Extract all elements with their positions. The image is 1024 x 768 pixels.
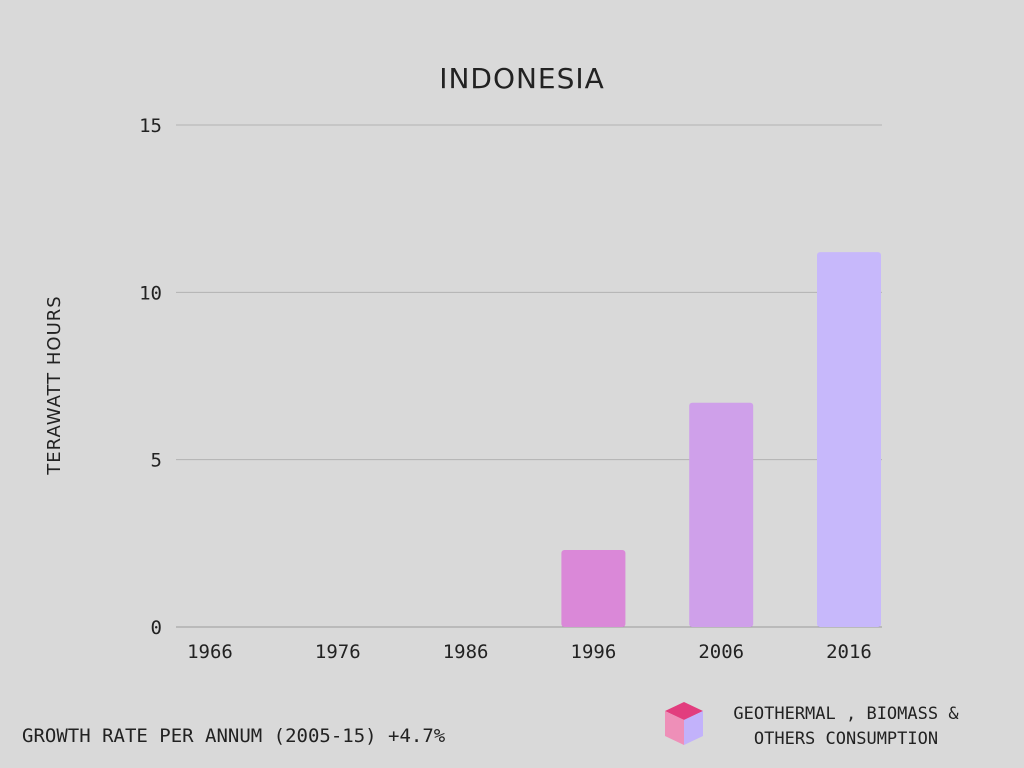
x-tick-label: 2006 <box>698 641 744 663</box>
cube-left-face <box>665 711 684 745</box>
x-tick-label: 1986 <box>443 641 489 663</box>
x-tick-label: 1966 <box>187 641 233 663</box>
bar-2016 <box>817 252 881 627</box>
gridlines <box>176 124 882 628</box>
bars <box>561 252 881 627</box>
x-tick-label: 1976 <box>315 641 361 663</box>
y-tick-labels: 0 5 10 15 <box>139 115 162 639</box>
y-tick-label: 5 <box>151 450 162 472</box>
x-tick-label: 2016 <box>826 641 872 663</box>
cube-icon <box>665 702 703 745</box>
y-tick-label: 0 <box>151 617 162 639</box>
y-tick-label: 15 <box>139 115 162 137</box>
y-tick-label: 10 <box>139 282 162 304</box>
legend-label-line1: GEOTHERMAL , BIOMASS & <box>733 704 959 724</box>
bar-2006 <box>689 402 754 627</box>
y-axis-label: TERAWATT HOURS <box>44 295 65 475</box>
x-tick-label: 1996 <box>571 641 617 663</box>
x-tick-labels: 1966 1976 1986 1996 2006 2016 <box>187 641 872 663</box>
chart-title: INDONESIA <box>439 62 605 95</box>
growth-rate-text: GROWTH RATE PER ANNUM (2005-15) +4.7% <box>22 725 446 747</box>
legend: GEOTHERMAL , BIOMASS & OTHERS CONSUMPTIO… <box>665 702 959 749</box>
cube-right-face <box>684 711 703 745</box>
legend-label-line2: OTHERS CONSUMPTION <box>754 729 938 749</box>
bar-1996 <box>561 550 626 627</box>
